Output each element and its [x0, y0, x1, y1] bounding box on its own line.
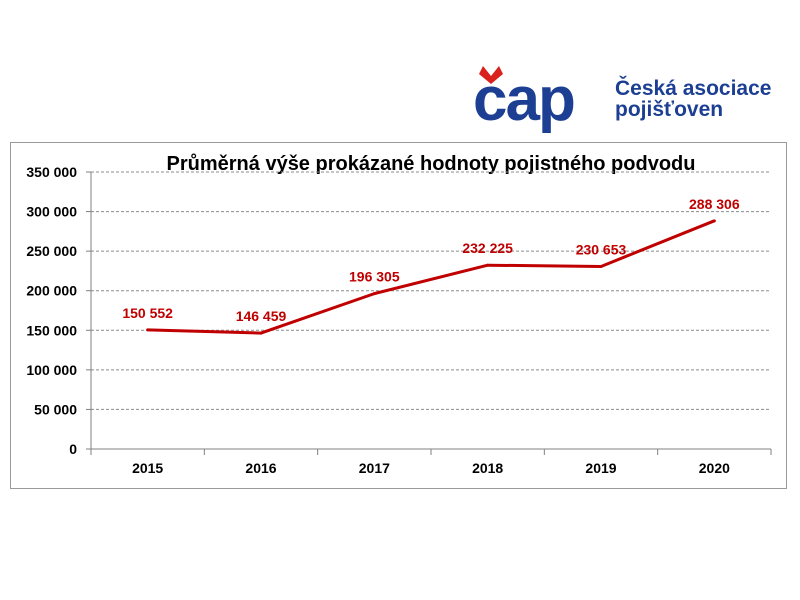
cap-logo-wordmark: cap	[473, 65, 576, 133]
gridlines	[91, 171, 771, 410]
data-point	[486, 263, 490, 267]
cap-logo: cap Česká asociace pojišťoven	[473, 58, 773, 138]
data-label: 196 305	[349, 269, 400, 285]
data-point	[372, 292, 376, 296]
y-tick-label: 50 000	[34, 401, 77, 417]
y-tick-label: 100 000	[26, 362, 77, 378]
y-tick-label: 350 000	[26, 164, 77, 180]
series	[146, 219, 716, 335]
x-tick-label: 2015	[132, 460, 163, 476]
x-axis-ticks: 2015 2016 2017 2018 2019 2020	[90, 449, 772, 476]
data-point	[146, 328, 150, 332]
logo-name-line2: pojišťoven	[615, 98, 724, 121]
series-line	[147, 219, 715, 335]
chart-title: Průměrná výše prokázané hodnoty pojistné…	[167, 153, 696, 175]
data-label: 288 306	[689, 196, 740, 212]
x-tick-label: 2018	[472, 460, 503, 476]
line-chart: Průměrná výše prokázané hodnoty pojistné…	[26, 153, 772, 476]
x-tick-label: 2016	[245, 460, 276, 476]
svg-text:cap: cap	[473, 65, 574, 133]
chart-frame: Průměrná výše prokázané hodnoty pojistné…	[10, 142, 787, 489]
y-tick-label: 300 000	[26, 204, 77, 220]
logo-name: Česká asociace pojišťoven	[615, 78, 771, 120]
data-point	[712, 219, 716, 223]
data-labels: 150 552 146 459 196 305 232 225 230 653 288 3…	[122, 196, 739, 324]
x-tick-label: 2019	[585, 460, 616, 476]
y-tick-label: 250 000	[26, 243, 77, 259]
axes	[90, 172, 771, 450]
logo-caron-icon	[479, 66, 503, 84]
x-tick-label: 2017	[359, 460, 390, 476]
data-label: 146 459	[236, 308, 287, 324]
data-point	[259, 331, 263, 335]
data-label: 232 225	[462, 240, 513, 256]
data-label: 230 653	[576, 241, 627, 257]
y-tick-label: 150 000	[26, 322, 77, 338]
y-tick-label: 0	[69, 441, 77, 457]
logo-name-line1: Česká asociace	[615, 77, 772, 100]
data-point	[599, 264, 603, 268]
y-axis-ticks: 0 50 000 100 000 150 000 200 000 250 000 300 0…	[26, 164, 91, 457]
data-label: 150 552	[122, 305, 173, 321]
y-tick-label: 200 000	[26, 283, 77, 299]
x-tick-label: 2020	[699, 460, 730, 476]
